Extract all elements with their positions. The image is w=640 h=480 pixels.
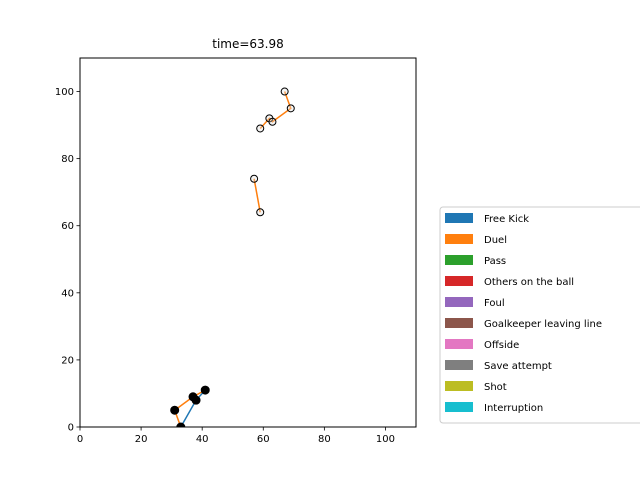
legend-swatch <box>445 276 473 286</box>
legend-swatch <box>445 255 473 265</box>
legend-label: Others on the ball <box>484 277 574 288</box>
player-marker <box>256 208 265 217</box>
x-tick-label: 100 <box>376 434 395 445</box>
x-tick-label: 40 <box>196 434 209 445</box>
x-tick-label: 80 <box>318 434 331 445</box>
player-marker <box>200 385 210 395</box>
legend-swatch <box>445 234 473 244</box>
legend-label: Free Kick <box>484 214 529 225</box>
legend-label: Goalkeeper leaving line <box>484 319 602 330</box>
y-tick-label: 20 <box>61 355 74 366</box>
legend-swatch <box>445 360 473 370</box>
chart-title: time=63.98 <box>212 37 284 51</box>
legend-swatch <box>445 318 473 328</box>
legend-label: Offside <box>484 340 519 351</box>
legend-label: Duel <box>484 235 507 246</box>
player-marker <box>170 405 180 415</box>
x-tick-label: 60 <box>257 434 270 445</box>
y-tick-label: 100 <box>55 87 74 98</box>
y-tick-label: 40 <box>61 288 74 299</box>
player-marker <box>268 117 277 126</box>
legend-label: Pass <box>484 256 506 267</box>
event-line-4 <box>259 91 292 129</box>
legend-label: Shot <box>484 382 507 393</box>
legend-frame <box>439 206 640 424</box>
player-marker <box>176 422 186 427</box>
x-tick-label: 0 <box>77 434 83 445</box>
y-tick-label: 0 <box>68 423 74 434</box>
axes-frame <box>79 57 417 428</box>
axis-ticks: 0 20 40 60 80 100 0 20 40 60 80 100 <box>55 87 395 445</box>
legend-label: Interruption <box>484 403 543 414</box>
legend-swatch <box>445 297 473 307</box>
player-marker <box>256 124 265 133</box>
x-tick-label: 20 <box>135 434 148 445</box>
event-line-3 <box>253 178 261 213</box>
legend-swatch <box>445 402 473 412</box>
legend-swatch <box>445 213 473 223</box>
legend-swatch <box>445 339 473 349</box>
legend-label: Save attempt <box>484 361 552 372</box>
player-marker <box>191 395 201 405</box>
event-line-2 <box>174 389 206 411</box>
legend: Free Kick Duel Pass Others on the ball Foul G… <box>439 206 640 424</box>
player-marker <box>280 87 289 96</box>
y-tick-label: 60 <box>61 221 74 232</box>
legend-label: Foul <box>484 298 505 309</box>
player-marker <box>250 174 259 183</box>
legend-swatch <box>445 381 473 391</box>
y-tick-label: 80 <box>61 154 74 165</box>
player-marker <box>286 104 295 113</box>
plot-area <box>170 87 295 427</box>
